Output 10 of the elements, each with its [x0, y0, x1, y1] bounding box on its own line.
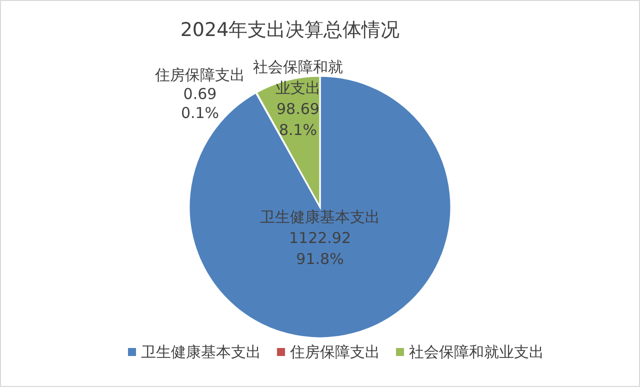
- data-label: 98.69 8.1%: [276, 100, 320, 139]
- slice-label: 卫生健康基本支出: [260, 208, 380, 226]
- legend-label: 住房保障支出: [289, 343, 380, 361]
- legend-label: 社会保障和就业支出: [409, 343, 544, 361]
- slice-label: 住房保障支出: [154, 66, 245, 84]
- slice-label: 社会保障和就业支出: [253, 58, 343, 97]
- data-label: 1122.92 91.8%: [288, 229, 352, 268]
- legend-label: 卫生健康基本支出: [141, 343, 261, 361]
- data-label: 0.69 0.1%: [180, 85, 220, 122]
- chart-title: 2024年支出决算总体情况: [180, 19, 400, 41]
